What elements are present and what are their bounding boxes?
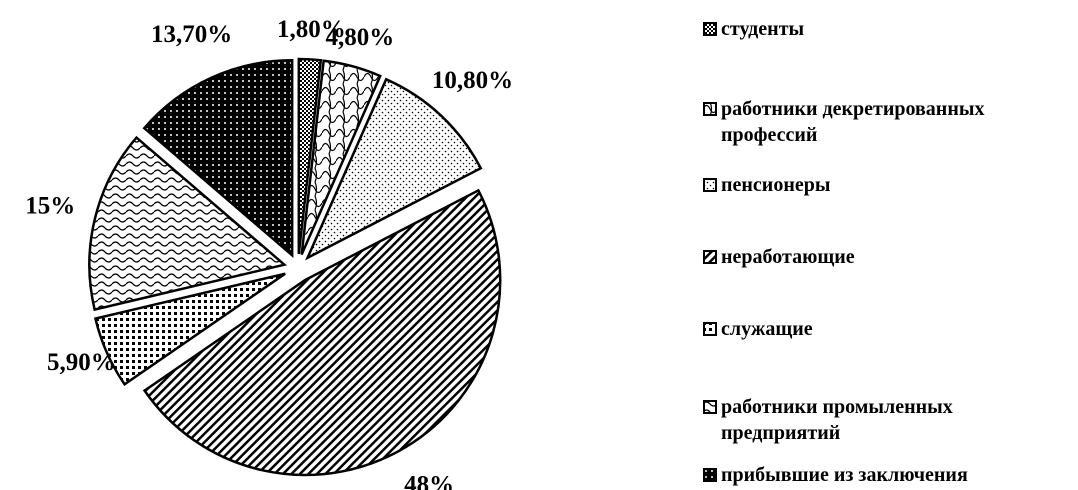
legend-swatch-box (703, 322, 717, 336)
legend-swatch (703, 400, 717, 414)
legend-item: неработающие (703, 244, 1073, 270)
legend-swatch (703, 250, 717, 264)
legend-label: неработающие (721, 246, 855, 268)
legend: студенты работники декретированных профес… (703, 0, 1073, 490)
pie-slice (142, 188, 502, 477)
pie-slice (142, 59, 294, 258)
pie-slice (88, 135, 288, 312)
legend-swatch (703, 322, 717, 336)
legend-swatch-box (703, 250, 717, 264)
data-label: 4,80% (325, 24, 394, 51)
legend-label: работники декретированных профессий (721, 98, 985, 146)
legend-swatch (703, 102, 717, 116)
legend-item: работники декретированных профессий (703, 96, 1073, 148)
legend-item: студенты (703, 16, 1073, 42)
legend-label: служащие (721, 318, 813, 340)
data-label: 13,70% (151, 21, 232, 48)
pie-slice (297, 57, 323, 255)
data-label: 15% (25, 192, 75, 219)
legend-item: прибывшие из заключения (703, 462, 1073, 488)
data-label: 48% (404, 471, 454, 490)
pie-slice (305, 77, 483, 261)
legend-label: прибывшие из заключения (721, 464, 968, 486)
legend-label: работники промыленных предприятий (721, 396, 953, 444)
data-label: 5,90% (47, 349, 116, 376)
legend-swatch (703, 468, 717, 482)
legend-swatch-box (703, 102, 717, 116)
legend-item: работники промыленных предприятий (703, 394, 1073, 446)
legend-swatch-box (703, 400, 717, 414)
data-label: 10,80% (432, 67, 513, 94)
legend-item: служащие (703, 316, 1073, 342)
legend-swatch (703, 178, 717, 192)
legend-label: студенты (721, 18, 805, 40)
data-label: 1,80% (277, 16, 346, 43)
legend-swatch-box (703, 22, 717, 36)
legend-label: пенсионеры (721, 174, 831, 196)
legend-swatch-box (703, 178, 717, 192)
pie-slice (300, 59, 382, 255)
legend-swatch (703, 22, 717, 36)
chart: 1,80%4,80% 10,80% 48% 5,90% 15% 13,70% (25, 16, 513, 490)
legend-swatch-box (703, 468, 717, 482)
legend-item: пенсионеры (703, 172, 1073, 198)
pie-slice (93, 272, 286, 387)
